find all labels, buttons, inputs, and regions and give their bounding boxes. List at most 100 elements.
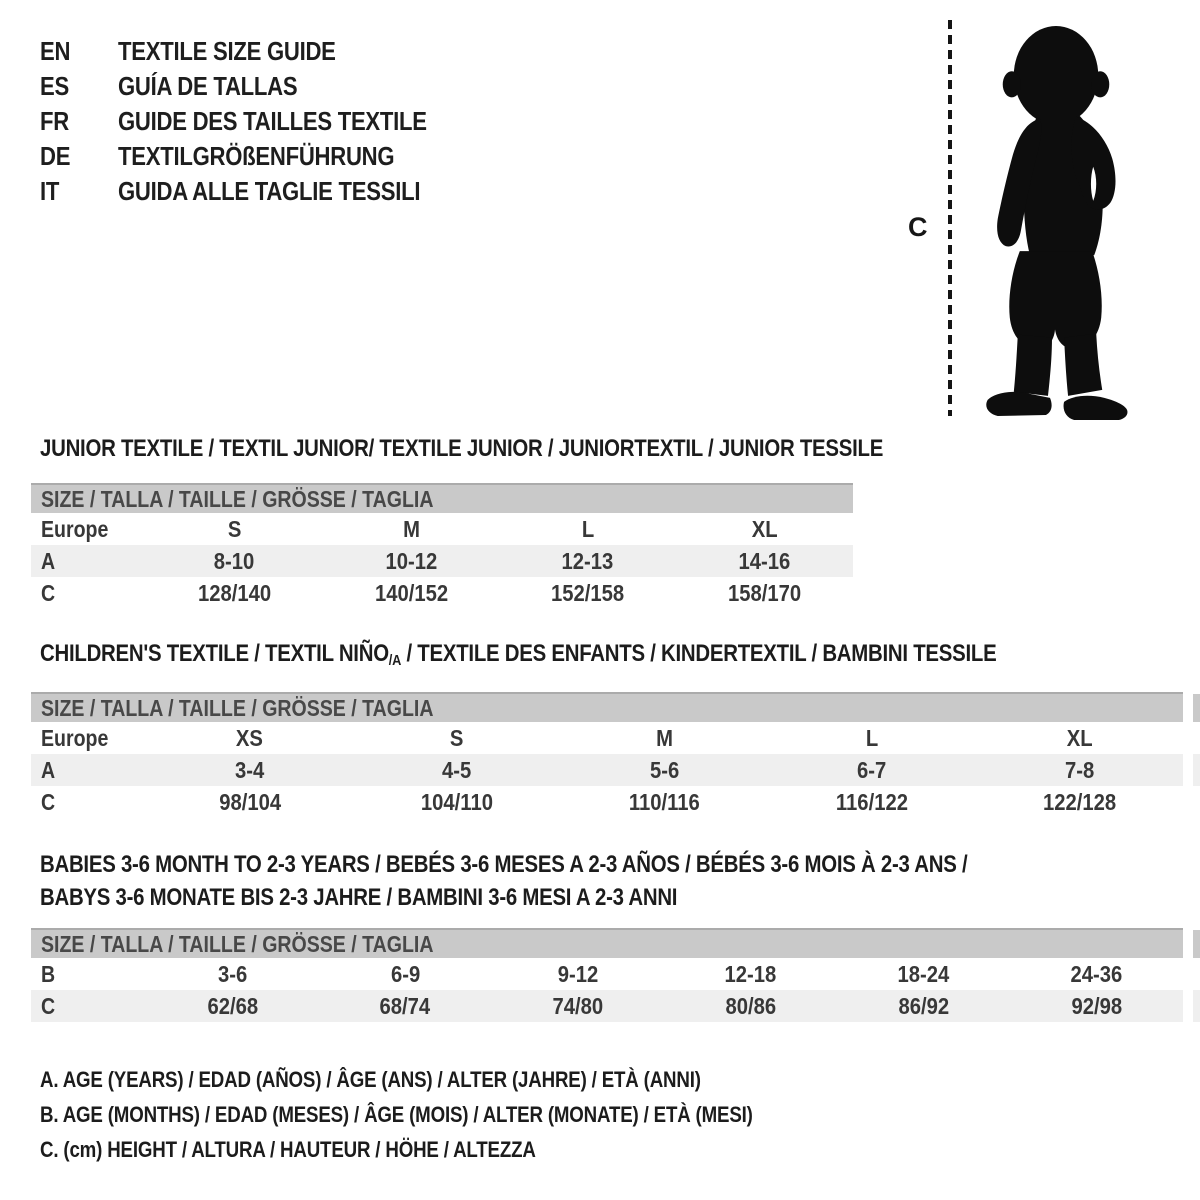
legend-line-a: A. AGE (YEARS) / EDAD (AÑOS) / ÂGE (ANS)… xyxy=(40,1066,701,1092)
babies-title-line1: BABIES 3-6 MONTH TO 2-3 YEARS / BEBÉS 3-… xyxy=(40,851,968,878)
height-cell: 74/80 xyxy=(552,992,604,1019)
size-cell: S xyxy=(227,515,242,542)
months-cell: 9-12 xyxy=(557,960,599,987)
children-size-table: SIZE / TALLA / TAILLE / GRÖSSE / TAGLIA … xyxy=(31,692,1183,818)
size-header-label: SIZE / TALLA / TAILLE / GRÖSSE / TAGLIA xyxy=(41,694,434,721)
row-label: A xyxy=(41,756,56,783)
size-cell: M xyxy=(656,724,673,751)
age-cell: 7-8 xyxy=(1064,756,1094,783)
size-header-bar: SIZE / TALLA / TAILLE / GRÖSSE / TAGLIA xyxy=(31,483,853,513)
size-cell: S xyxy=(450,724,464,751)
height-cell: 122/128 xyxy=(1042,788,1116,815)
legend-line-c: C. (cm) HEIGHT / ALTURA / HAUTEUR / HÖHE… xyxy=(40,1136,536,1162)
legend-block: A. AGE (YEARS) / EDAD (AÑOS) / ÂGE (ANS)… xyxy=(40,1062,878,1167)
language-label: GUÍA DE TALLAS xyxy=(118,71,298,101)
size-cell: XL xyxy=(1066,724,1093,751)
language-code: FR xyxy=(40,106,69,136)
height-cell: 110/116 xyxy=(629,788,700,815)
table-edge-fragment xyxy=(1193,930,1200,958)
age-cell: 3-4 xyxy=(235,756,265,783)
age-cell: 12-13 xyxy=(561,547,614,574)
height-cell: 158/170 xyxy=(728,579,802,606)
row-label: A xyxy=(41,547,56,574)
junior-section-title: JUNIOR TEXTILE / TEXTIL JUNIOR/ TEXTILE … xyxy=(40,435,1032,463)
language-row-es: ES GUÍA DE TALLAS xyxy=(40,69,481,104)
language-row-en: EN TEXTILE SIZE GUIDE xyxy=(40,34,481,69)
height-cell: 128/140 xyxy=(197,579,271,606)
children-section-title-text: CHILDREN'S TEXTILE / TEXTIL NIÑO/A / TEX… xyxy=(40,640,997,669)
table-row-height: C 128/140 140/152 152/158 158/170 xyxy=(31,577,853,609)
table-row-height: C 98/104 104/110 110/116 116/122 122/128 xyxy=(31,786,1183,818)
size-header-bar: SIZE / TALLA / TAILLE / GRÖSSE / TAGLIA xyxy=(31,928,1183,958)
size-cell: XS xyxy=(236,724,264,751)
height-cell: 140/152 xyxy=(374,579,448,606)
table-edge-fragment xyxy=(1193,754,1200,786)
height-cell: 92/98 xyxy=(1071,992,1122,1019)
height-cell: 116/122 xyxy=(835,788,908,815)
table-edge-fragment xyxy=(1193,694,1200,722)
months-cell: 18-24 xyxy=(897,960,950,987)
months-cell: 24-36 xyxy=(1070,960,1123,987)
table-row-age: A 8-10 10-12 12-13 14-16 xyxy=(31,545,853,577)
months-cell: 3-6 xyxy=(217,960,248,987)
language-label: GUIDA ALLE TAGLIE TESSILI xyxy=(118,176,421,206)
children-section-title: CHILDREN'S TEXTILE / TEXTIL NIÑO/A / TEX… xyxy=(40,640,1165,669)
table-row-height: C 62/68 68/74 74/80 80/86 86/92 92/98 xyxy=(31,990,1183,1022)
language-code: DE xyxy=(40,141,71,171)
height-cell: 152/158 xyxy=(551,579,625,606)
legend-line-b: B. AGE (MONTHS) / EDAD (MESES) / ÂGE (MO… xyxy=(40,1101,753,1127)
toddler-silhouette-icon xyxy=(986,26,1128,420)
row-label: B xyxy=(41,960,56,987)
size-header-bar: SIZE / TALLA / TAILLE / GRÖSSE / TAGLIA xyxy=(31,692,1183,722)
size-header-label: SIZE / TALLA / TAILLE / GRÖSSE / TAGLIA xyxy=(41,485,434,512)
size-cell: M xyxy=(402,515,420,542)
months-cell: 6-9 xyxy=(390,960,420,987)
age-cell: 6-7 xyxy=(857,756,887,783)
size-cell: L xyxy=(581,515,595,542)
language-code: IT xyxy=(40,176,60,206)
height-cell: 68/74 xyxy=(379,992,431,1019)
age-cell: 14-16 xyxy=(738,547,791,574)
language-row-fr: FR GUIDE DES TAILLES TEXTILE xyxy=(40,104,481,139)
table-row-months: B 3-6 6-9 9-12 12-18 18-24 24-36 xyxy=(31,958,1183,990)
height-dashed-line xyxy=(948,20,952,416)
table-row-age: A 3-4 4-5 5-6 6-7 7-8 xyxy=(31,754,1183,786)
height-cell: 104/110 xyxy=(421,788,494,815)
language-code: EN xyxy=(40,36,71,66)
row-label: C xyxy=(41,788,56,815)
language-row-de: DE TEXTILGRÖßENFÜHRUNG xyxy=(40,139,481,174)
table-row-europe: Europe XS S M L XL xyxy=(31,722,1183,754)
height-cell: 62/68 xyxy=(207,992,258,1019)
language-label: TEXTILE SIZE GUIDE xyxy=(118,36,336,66)
age-cell: 5-6 xyxy=(649,756,680,783)
babies-size-table: SIZE / TALLA / TAILLE / GRÖSSE / TAGLIA … xyxy=(31,928,1183,1022)
height-cell: 98/104 xyxy=(218,788,281,815)
size-header-label: SIZE / TALLA / TAILLE / GRÖSSE / TAGLIA xyxy=(41,930,434,957)
babies-title-line2: BABYS 3-6 MONATE BIS 2-3 JAHRE / BAMBINI… xyxy=(40,884,678,911)
language-label: TEXTILGRÖßENFÜHRUNG xyxy=(118,141,395,171)
junior-size-table: SIZE / TALLA / TAILLE / GRÖSSE / TAGLIA … xyxy=(31,483,853,609)
junior-section-title-text: JUNIOR TEXTILE / TEXTIL JUNIOR/ TEXTILE … xyxy=(40,435,884,462)
height-cell: 86/92 xyxy=(898,992,950,1019)
months-cell: 12-18 xyxy=(725,960,777,987)
table-row-europe: Europe S M L XL xyxy=(31,513,853,545)
language-code: ES xyxy=(40,71,69,101)
size-cell: XL xyxy=(751,515,778,542)
language-label: GUIDE DES TAILLES TEXTILE xyxy=(118,106,427,136)
age-cell: 8-10 xyxy=(214,547,255,574)
language-row-it: IT GUIDA ALLE TAGLIE TESSILI xyxy=(40,174,481,209)
age-cell: 10-12 xyxy=(385,547,438,574)
row-label: C xyxy=(41,579,56,606)
height-marker-label: C xyxy=(908,212,928,242)
row-label: Europe xyxy=(41,515,109,542)
table-edge-fragment xyxy=(1193,990,1200,1022)
size-cell: L xyxy=(865,724,879,751)
height-cell: 80/86 xyxy=(725,992,777,1019)
age-cell: 4-5 xyxy=(442,756,472,783)
language-block: EN TEXTILE SIZE GUIDE ES GUÍA DE TALLAS … xyxy=(40,34,481,209)
row-label: C xyxy=(41,992,56,1019)
babies-section-title: BABIES 3-6 MONTH TO 2-3 YEARS / BEBÉS 3-… xyxy=(40,848,1131,914)
nino-a-subscript: /A xyxy=(388,652,402,669)
row-label: Europe xyxy=(41,724,109,751)
